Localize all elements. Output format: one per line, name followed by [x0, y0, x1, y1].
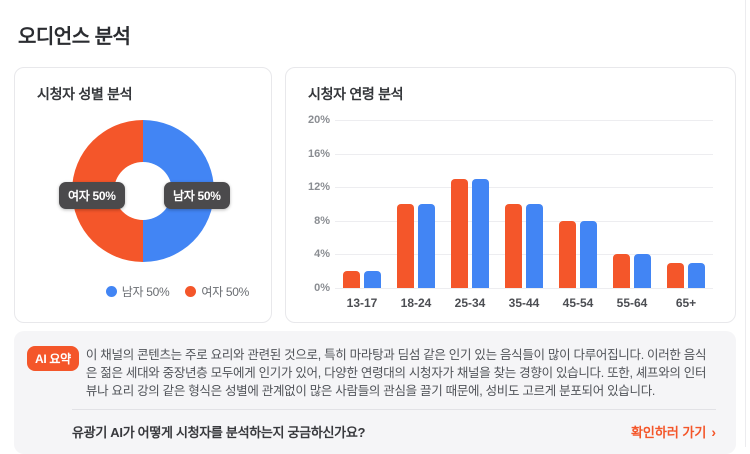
age-card-title: 시청자 연령 분석 — [308, 86, 404, 102]
legend-item-male[interactable]: 남자 50% — [105, 283, 170, 300]
y-tick-label: 4% — [314, 248, 330, 261]
female-tooltip: 여자 50% — [59, 182, 125, 209]
y-tick-label: 16% — [307, 147, 330, 160]
bar-남자-35-44[interactable] — [526, 204, 543, 288]
summary-divider — [72, 409, 716, 410]
bar-여자-25-34[interactable] — [451, 178, 468, 288]
bar-group-13-17: 13-17 — [343, 120, 381, 310]
cta-link[interactable]: 확인하러 가기 › — [631, 422, 716, 441]
chevron-right-icon: › — [711, 423, 716, 440]
bar-group-55-64: 55-64 — [613, 120, 651, 310]
gridline: 12% — [308, 181, 713, 193]
ai-summary-text: 이 채널의 콘텐츠는 주로 요리와 관련된 것으로, 특히 마라탕과 딤섬 같은… — [85, 348, 707, 398]
y-tick-label: 12% — [307, 181, 330, 194]
bar-group-25-34: 25-34 — [451, 120, 489, 310]
x-category-label: 55-64 — [616, 296, 648, 310]
cta-label: 확인하러 가기 — [630, 425, 707, 440]
question-text: 유광기 AI가 어떻게 시청자를 분석하는지 궁금하신가요? — [72, 425, 366, 440]
x-category-label: 45-54 — [562, 296, 594, 310]
bar-여자-45-54[interactable] — [559, 220, 576, 288]
bar-group-65+: 65+ — [667, 120, 705, 310]
page-title: 오디언스 분석 — [18, 26, 131, 48]
male-tooltip: 남자 50% — [164, 182, 230, 209]
chart-cards-row: 시청자 성별 분석 여자 50% 남자 50% 남자 50% 여자 50% — [14, 67, 736, 323]
bar-남자-25-34[interactable] — [472, 178, 489, 288]
y-tick-label: 8% — [314, 214, 330, 227]
gender-donut-chart: 여자 50% 남자 50% — [37, 120, 249, 262]
page-right-border — [745, 0, 746, 447]
gender-card-title: 시청자 성별 분석 — [37, 86, 133, 102]
ai-summary-footer: 유광기 AI가 어떻게 시청자를 분석하는지 궁금하신가요? 확인하러 가기 › — [72, 409, 716, 441]
y-tick-label: 0% — [314, 282, 330, 294]
y-tick-label: 20% — [307, 114, 330, 126]
bar-group-35-44: 35-44 — [505, 120, 543, 310]
x-category-label: 35-44 — [508, 296, 540, 310]
bar-남자-18-24[interactable] — [418, 204, 435, 288]
gender-analysis-card: 시청자 성별 분석 여자 50% 남자 50% 남자 50% 여자 50% — [14, 67, 272, 323]
bar-남자-13-17[interactable] — [364, 271, 381, 288]
x-category-label: 65+ — [675, 296, 697, 310]
bar-group-45-54: 45-54 — [559, 120, 597, 310]
bar-남자-65+[interactable] — [688, 262, 705, 288]
ai-summary-badge: AI 요약 — [27, 346, 79, 371]
gridline: 16% — [308, 148, 713, 160]
male-legend-dot-icon — [105, 286, 117, 297]
bar-여자-18-24[interactable] — [397, 204, 414, 288]
bar-여자-65+[interactable] — [667, 262, 684, 288]
bar-group-18-24: 18-24 — [397, 120, 435, 310]
x-category-label: 13-17 — [346, 296, 378, 310]
gridline: 8% — [314, 215, 713, 227]
x-category-label: 18-24 — [400, 296, 432, 310]
legend-item-label: 남자 50% — [121, 285, 170, 299]
age-analysis-card: 시청자 연령 분석 20% 16% 12% 8% 4% 0% 13-17 18-24 25-34… — [285, 67, 736, 323]
ai-summary-row: AI 요약 이 채널의 콘텐츠는 주로 요리와 관련된 것으로, 특히 마라탕과… — [27, 346, 716, 400]
bar-여자-55-64[interactable] — [613, 254, 630, 288]
bar-여자-35-44[interactable] — [505, 204, 522, 288]
x-category-label: 25-34 — [454, 296, 486, 310]
age-bar-chart-plot: 20% 16% 12% 8% 4% 0% 13-17 18-24 25-34 35-44 45-54… — [308, 114, 713, 310]
bar-groups: 13-17 18-24 25-34 35-44 45-54 55-64 65+ — [335, 120, 713, 310]
bar-남자-45-54[interactable] — [580, 220, 597, 288]
gridline: 20% — [308, 114, 713, 126]
ai-summary-box: AI 요약 이 채널의 콘텐츠는 주로 요리와 관련된 것으로, 특히 마라탕과… — [14, 331, 736, 454]
legend-item-female[interactable]: 여자 50% — [185, 283, 249, 300]
gender-legend: 남자 50% 여자 50% — [37, 283, 249, 300]
gridline: 0% — [314, 282, 713, 294]
bar-남자-55-64[interactable] — [634, 254, 651, 288]
legend-item-label: 여자 50% — [201, 285, 249, 299]
female-legend-dot-icon — [185, 286, 197, 297]
gridline: 4% — [314, 248, 713, 260]
bar-여자-13-17[interactable] — [343, 271, 360, 288]
